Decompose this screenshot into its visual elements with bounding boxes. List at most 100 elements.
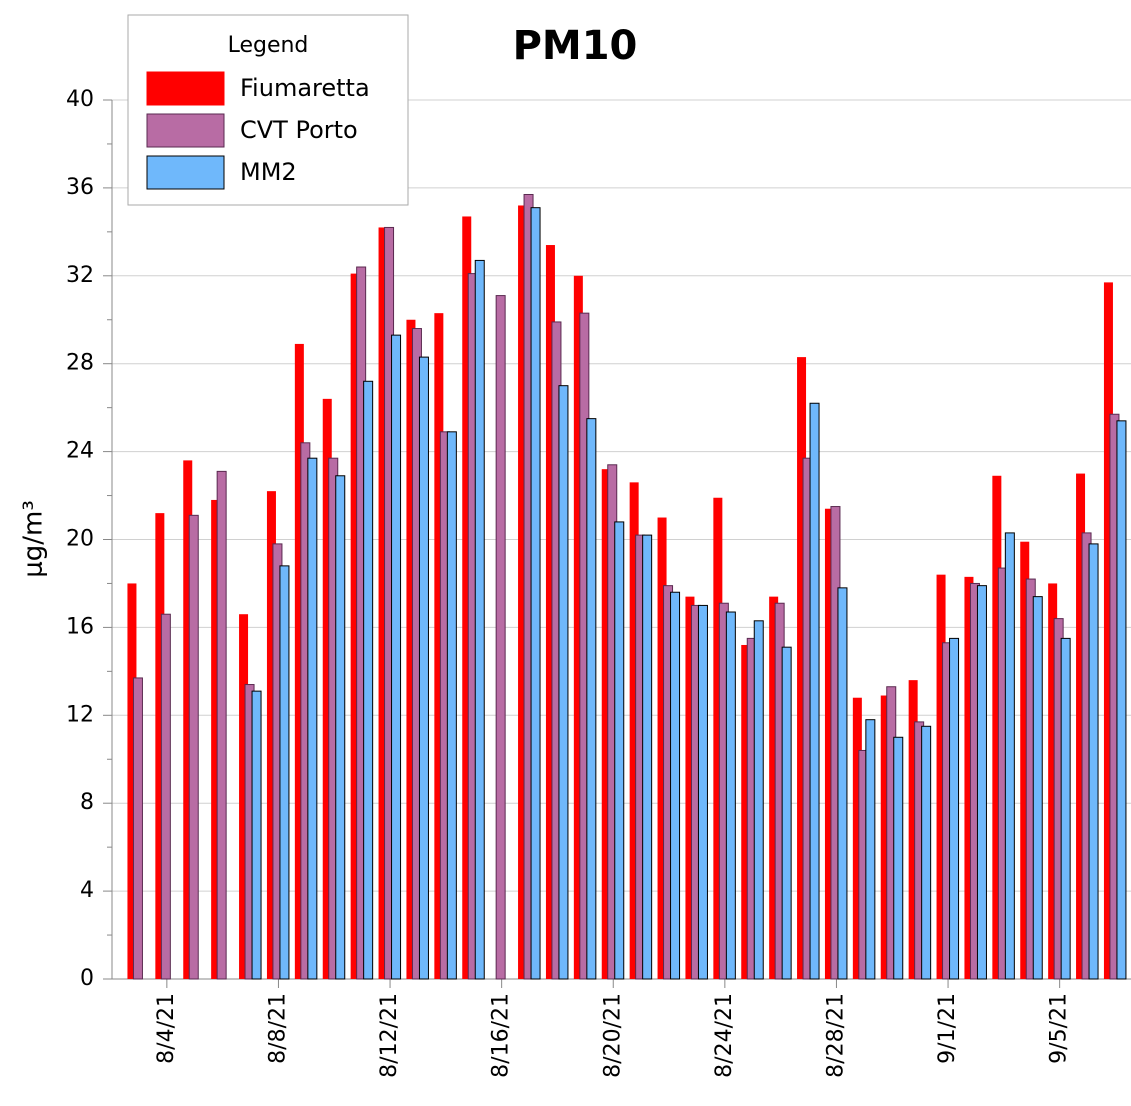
bar: [642, 534, 653, 980]
x-tick-label: 8/16/21: [489, 993, 514, 1078]
bar: [495, 295, 506, 980]
bar: [781, 646, 792, 980]
bar: [586, 418, 597, 980]
bar: [893, 736, 904, 980]
bar: [713, 497, 723, 979]
bar: [350, 273, 360, 979]
bar: [545, 245, 555, 979]
bar: [132, 677, 143, 980]
bar: [418, 356, 429, 980]
bar: [434, 313, 444, 980]
bar: [992, 475, 1002, 979]
y-tick-label: 0: [80, 966, 94, 991]
y-tick-label: 8: [80, 790, 94, 815]
bar: [837, 587, 848, 980]
bar: [251, 690, 262, 980]
bar: [279, 565, 290, 980]
bar: [1032, 596, 1043, 980]
bar: [1076, 473, 1086, 979]
bar: [239, 614, 249, 979]
y-tick-label: 16: [66, 614, 94, 639]
y-tick-label: 4: [80, 878, 94, 903]
bar: [307, 457, 318, 980]
y-tick-label: 32: [66, 263, 94, 288]
bar: [964, 576, 974, 979]
bar: [753, 620, 764, 980]
bar: [573, 275, 583, 979]
bar: [614, 521, 625, 980]
bar: [1004, 532, 1015, 980]
bar: [474, 259, 485, 980]
bar: [155, 513, 165, 979]
chart-title: PM10: [513, 23, 638, 69]
x-tick-label: 8/28/21: [823, 993, 848, 1078]
legend-label: MM2: [240, 158, 297, 186]
bar: [183, 460, 193, 979]
x-tick-label: 8/24/21: [712, 993, 737, 1078]
legend-swatch: [146, 155, 225, 190]
bar: [1048, 583, 1058, 979]
bar: [865, 719, 876, 980]
x-tick-label: 8/20/21: [600, 993, 625, 1078]
bar: [769, 596, 779, 979]
legend-label: Fiumaretta: [240, 74, 370, 102]
bar: [949, 637, 960, 980]
bar: [685, 596, 695, 979]
legend-label: CVT Porto: [240, 116, 358, 144]
bar: [322, 398, 332, 979]
bar: [216, 470, 227, 980]
bar: [1116, 420, 1127, 980]
bar: [852, 697, 862, 979]
bar: [294, 343, 304, 979]
bar: [406, 319, 416, 979]
bar: [741, 644, 751, 979]
bar: [530, 207, 541, 980]
bar: [127, 583, 137, 979]
bar: [880, 695, 890, 979]
bar: [188, 514, 199, 980]
bar: [378, 227, 388, 979]
bar: [391, 334, 402, 980]
bar: [908, 680, 918, 979]
bar: [824, 508, 834, 979]
x-tick-label: 8/12/21: [377, 993, 402, 1078]
y-tick-label: 24: [66, 439, 94, 464]
bar: [629, 482, 639, 979]
bar: [211, 499, 221, 979]
bar: [1088, 543, 1099, 980]
bar: [601, 469, 611, 979]
legend-title: Legend: [228, 33, 309, 58]
bar: [725, 611, 736, 980]
y-tick-label: 36: [66, 175, 94, 200]
bar: [797, 357, 807, 979]
bar: [1060, 637, 1071, 980]
bar: [921, 725, 932, 980]
x-tick-label: 8/4/21: [154, 993, 179, 1064]
bar: [809, 402, 820, 980]
bar: [976, 585, 987, 980]
bar: [335, 475, 346, 980]
bar: [1020, 541, 1030, 979]
bar: [160, 613, 171, 980]
x-tick-label: 8/8/21: [265, 993, 290, 1064]
y-axis-label: μg/m³: [19, 500, 49, 578]
bar: [936, 574, 946, 979]
bar: [462, 216, 472, 979]
bar: [446, 431, 457, 980]
bar: [657, 517, 667, 979]
y-tick-label: 12: [66, 702, 94, 727]
bar: [670, 591, 681, 980]
bar: [518, 205, 528, 980]
y-tick-label: 28: [66, 351, 94, 376]
bar: [363, 380, 374, 980]
bar: [1103, 282, 1113, 980]
x-tick-label: 9/1/21: [935, 993, 960, 1064]
y-tick-label: 20: [66, 527, 94, 552]
bar: [266, 491, 276, 979]
bar: [697, 604, 708, 980]
legend-swatch: [146, 71, 225, 106]
legend-swatch: [146, 113, 225, 148]
bar: [558, 385, 569, 980]
